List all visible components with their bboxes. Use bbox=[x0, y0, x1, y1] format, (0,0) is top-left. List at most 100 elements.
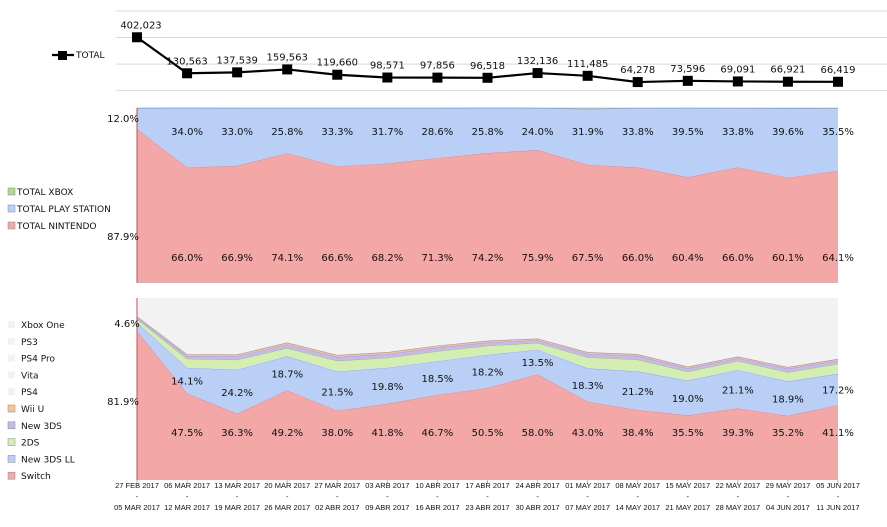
playstation-data-label: 25.8% bbox=[271, 127, 303, 138]
console-area-wii-u bbox=[137, 316, 838, 369]
total-data-label: 111,485 bbox=[567, 59, 608, 70]
legend-label-ps3: PS3 bbox=[21, 338, 38, 348]
switch-data-label: 39.3% bbox=[722, 428, 754, 439]
switch-data-label: 58.0% bbox=[522, 428, 554, 439]
total-marker bbox=[532, 68, 543, 79]
new-3ds-ll-data-label: 21.2% bbox=[622, 387, 654, 398]
nintendo-data-label: 75.9% bbox=[522, 253, 554, 264]
total-data-label: 402,023 bbox=[120, 20, 161, 31]
nintendo-data-label: 74.2% bbox=[472, 253, 504, 264]
playstation-data-label: 12.0% bbox=[107, 114, 139, 125]
playstation-data-label: 35.5% bbox=[822, 127, 854, 138]
switch-data-label: 46.7% bbox=[422, 428, 454, 439]
total-data-label: 159,563 bbox=[267, 52, 308, 63]
switch-data-label: 35.2% bbox=[772, 428, 804, 439]
total-marker bbox=[833, 76, 843, 87]
legend-swatch-xbox-one bbox=[8, 321, 15, 328]
legend-swatch-total-nintendo bbox=[7, 221, 16, 230]
total-data-label: 137,539 bbox=[216, 55, 257, 66]
legend-swatch-wii-u bbox=[7, 404, 16, 413]
total-marker bbox=[232, 67, 243, 78]
nintendo-data-label: 60.4% bbox=[672, 253, 704, 264]
legend-swatch-vita bbox=[8, 371, 15, 379]
brand-area-total-nintendo bbox=[137, 129, 838, 283]
total-marker bbox=[182, 68, 193, 79]
x-tick-separator: - bbox=[436, 492, 439, 501]
playstation-data-label: 33.0% bbox=[221, 127, 253, 138]
console-area-new-3ds-ll bbox=[137, 322, 838, 416]
switch-data-label: 49.2% bbox=[271, 428, 303, 439]
new-3ds-ll-data-label: 24.2% bbox=[221, 388, 253, 399]
legend-label-vita: Vita bbox=[21, 371, 39, 381]
nintendo-data-label: 64.1% bbox=[822, 253, 854, 264]
switch-data-label: 41.1% bbox=[822, 428, 854, 439]
x-tick-label-start: 22 MAY 2017 bbox=[715, 481, 760, 490]
legend-swatch-new-3ds bbox=[7, 421, 16, 430]
switch-data-label: 50.5% bbox=[472, 428, 504, 439]
new-3ds-ll-data-label: 18.9% bbox=[772, 395, 804, 406]
playstation-data-label: 31.7% bbox=[371, 127, 403, 138]
new-3ds-ll-data-label: 21.1% bbox=[722, 385, 754, 396]
total-data-label: 130,563 bbox=[166, 56, 207, 67]
switch-data-label: 43.0% bbox=[572, 428, 604, 439]
total-marker bbox=[482, 72, 493, 83]
total-marker bbox=[732, 76, 743, 87]
x-tick-label-end: 26 MAR 2017 bbox=[264, 503, 310, 512]
legend-total-marker bbox=[58, 51, 67, 60]
new-3ds-ll-data-label: 19.8% bbox=[371, 382, 403, 393]
total-data-label: 98,571 bbox=[370, 61, 405, 72]
total-marker bbox=[282, 64, 293, 75]
x-tick-label-start: 08 MAY 2017 bbox=[615, 481, 660, 490]
x-tick-separator: - bbox=[286, 492, 289, 501]
legend-swatch-ps4 bbox=[8, 388, 15, 396]
x-tick-label-start: 13 MAR 2017 bbox=[214, 481, 260, 490]
x-tick-separator: - bbox=[687, 492, 690, 501]
legend-swatch-ps3 bbox=[8, 337, 15, 345]
total-marker bbox=[632, 77, 643, 88]
console-edge-wii-u bbox=[136, 316, 839, 368]
x-tick-separator: - bbox=[787, 492, 790, 501]
x-tick-label-end: 07 MAY 2017 bbox=[565, 503, 610, 512]
nintendo-data-label: 60.1% bbox=[772, 253, 804, 264]
legend-label-total-xbox: TOTAL XBOX bbox=[16, 188, 73, 198]
new-3ds-ll-data-label: 4.6% bbox=[114, 319, 139, 330]
total-marker bbox=[332, 69, 343, 80]
playstation-data-label: 25.8% bbox=[472, 127, 504, 138]
console-area-switch bbox=[137, 330, 838, 480]
x-tick-label-start: 20 MAR 2017 bbox=[264, 481, 310, 490]
x-tick-label-start: 06 MAR 2017 bbox=[164, 481, 210, 490]
playstation-data-label: 39.5% bbox=[672, 127, 704, 138]
switch-data-label: 38.0% bbox=[321, 428, 353, 439]
x-tick-label-end: 30 ABR 2017 bbox=[515, 503, 559, 512]
new-3ds-ll-data-label: 14.1% bbox=[171, 377, 203, 388]
legend-swatch-ps4-pro bbox=[8, 354, 15, 362]
legend-label-switch: Switch bbox=[21, 472, 51, 482]
x-tick-label-start: 10 ABR 2017 bbox=[415, 481, 459, 490]
switch-data-label: 81.9% bbox=[107, 397, 139, 408]
x-tick-label-start: 15 MAY 2017 bbox=[665, 481, 710, 490]
total-data-label: 73,596 bbox=[670, 64, 705, 75]
total-marker bbox=[782, 76, 793, 87]
x-tick-label-start: 05 JUN 2017 bbox=[816, 481, 860, 490]
legend-label-ps4: PS4 bbox=[21, 388, 38, 398]
x-tick-separator: - bbox=[737, 492, 740, 501]
switch-data-label: 36.3% bbox=[221, 428, 253, 439]
nintendo-data-label: 67.5% bbox=[572, 253, 604, 264]
x-tick-label-end: 04 JUN 2017 bbox=[766, 503, 810, 512]
x-tick-label-end: 14 MAY 2017 bbox=[615, 503, 660, 512]
total-marker bbox=[582, 70, 593, 81]
playstation-data-label: 31.9% bbox=[572, 127, 604, 138]
nintendo-data-label: 66.0% bbox=[622, 253, 654, 264]
nintendo-data-label: 66.9% bbox=[221, 253, 253, 264]
x-tick-label-end: 23 ABR 2017 bbox=[465, 503, 509, 512]
total-data-label: 96,518 bbox=[470, 61, 505, 72]
legend-label-2ds: 2DS bbox=[21, 439, 40, 449]
x-tick-label-end: 11 JUN 2017 bbox=[816, 503, 859, 512]
playstation-data-label: 34.0% bbox=[171, 127, 203, 138]
total-marker bbox=[132, 32, 142, 43]
x-tick-separator: - bbox=[136, 492, 139, 501]
new-3ds-ll-data-label: 18.7% bbox=[271, 369, 303, 380]
playstation-data-label: 24.0% bbox=[522, 127, 554, 138]
nintendo-data-label: 68.2% bbox=[371, 253, 403, 264]
x-tick-label-start: 17 ABR 2017 bbox=[465, 481, 509, 490]
